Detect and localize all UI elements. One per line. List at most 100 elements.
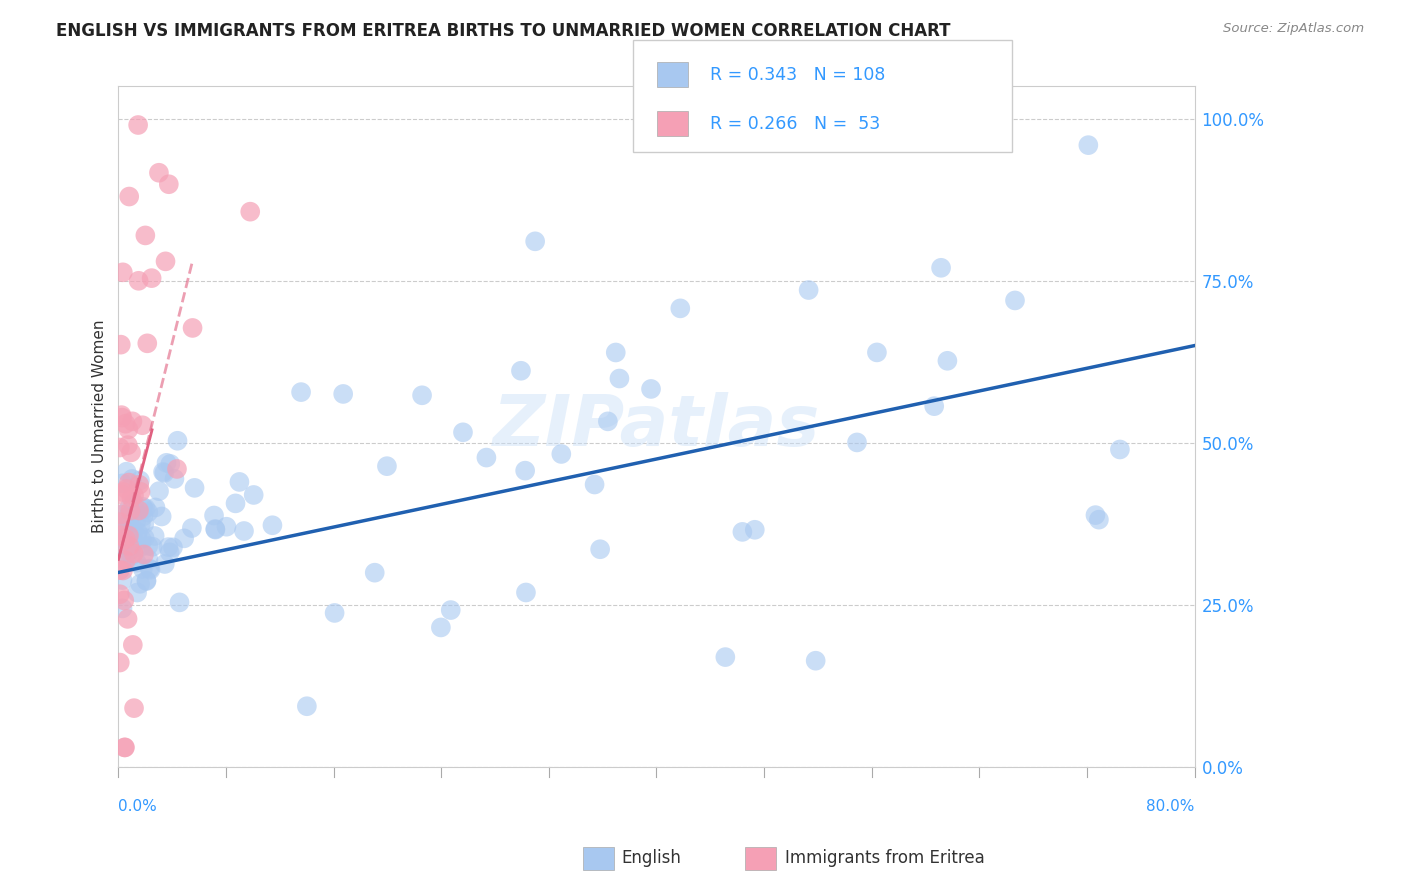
Point (132, 500, 155, 514)
Point (111, 410, 134, 425)
Point (157, 178, 180, 192)
Point (159, 457, 181, 471)
Point (162, 541, 184, 555)
Point (731, 524, 754, 539)
Point (451, 425, 474, 440)
Point (640, 382, 662, 396)
Point (596, 414, 619, 428)
Point (132, 562, 155, 576)
Text: Source: ZipAtlas.com: Source: ZipAtlas.com (1223, 22, 1364, 36)
Point (112, 593, 135, 607)
Point (110, 488, 132, 502)
Point (1088, 513, 1111, 527)
Text: R = 0.343   N = 108: R = 0.343 N = 108 (710, 66, 886, 84)
Point (153, 466, 176, 480)
Point (114, 417, 136, 431)
Point (108, 528, 131, 542)
Point (148, 166, 170, 180)
Point (122, 701, 145, 715)
Point (142, 540, 165, 554)
Point (1084, 508, 1107, 522)
Point (108, 441, 131, 455)
Point (550, 447, 572, 461)
Point (111, 508, 134, 522)
Point (163, 472, 186, 486)
Point (510, 364, 533, 378)
Point (112, 555, 135, 569)
Point (605, 345, 627, 359)
Point (108, 515, 131, 529)
Point (323, 606, 346, 620)
Point (111, 532, 134, 546)
Point (110, 508, 132, 522)
Point (1077, 138, 1099, 153)
Point (242, 488, 264, 502)
Point (929, 260, 952, 275)
Point (183, 481, 205, 495)
Point (143, 529, 166, 543)
Point (122, 546, 145, 560)
Point (122, 488, 145, 502)
Point (111, 265, 134, 279)
Point (132, 509, 155, 524)
Point (129, 484, 152, 499)
Point (411, 388, 433, 402)
Point (148, 484, 170, 499)
Point (134, 531, 156, 545)
Point (110, 408, 132, 422)
Point (744, 523, 766, 537)
Point (430, 620, 453, 634)
Point (136, 505, 159, 519)
Point (118, 189, 141, 203)
Point (121, 472, 143, 486)
Point (117, 509, 139, 524)
Point (152, 465, 174, 479)
Point (117, 422, 139, 436)
Point (138, 539, 160, 553)
Point (121, 549, 143, 563)
Point (609, 371, 631, 385)
Point (145, 500, 167, 515)
Text: Immigrants from Eritrea: Immigrants from Eritrea (785, 849, 984, 867)
Point (125, 556, 148, 570)
Text: English: English (621, 849, 682, 867)
Point (120, 542, 142, 557)
Text: ZIPatlas: ZIPatlas (492, 392, 820, 461)
Point (122, 524, 145, 539)
Point (515, 464, 537, 478)
Point (120, 504, 142, 518)
Point (375, 459, 398, 474)
Point (122, 496, 145, 510)
Point (225, 496, 247, 510)
Point (120, 445, 142, 459)
Point (114, 740, 136, 755)
Point (332, 387, 354, 401)
Point (120, 491, 142, 505)
Point (228, 475, 250, 489)
Point (233, 524, 256, 538)
Point (134, 516, 156, 531)
Point (117, 438, 139, 452)
Point (129, 474, 152, 488)
Point (131, 418, 153, 433)
Point (262, 518, 284, 533)
Point (135, 574, 157, 588)
Point (1004, 293, 1026, 308)
Point (117, 612, 139, 626)
Point (139, 563, 162, 577)
Point (153, 557, 176, 571)
Point (125, 515, 148, 529)
Point (108, 563, 131, 577)
Point (128, 503, 150, 517)
Point (714, 650, 737, 665)
Text: 0.0%: 0.0% (118, 799, 157, 814)
Point (132, 502, 155, 516)
Point (115, 482, 138, 496)
Point (797, 283, 820, 297)
Point (118, 528, 141, 542)
Point (121, 638, 143, 652)
Point (364, 566, 387, 580)
Point (132, 548, 155, 562)
Point (117, 518, 139, 533)
Point (129, 577, 152, 591)
